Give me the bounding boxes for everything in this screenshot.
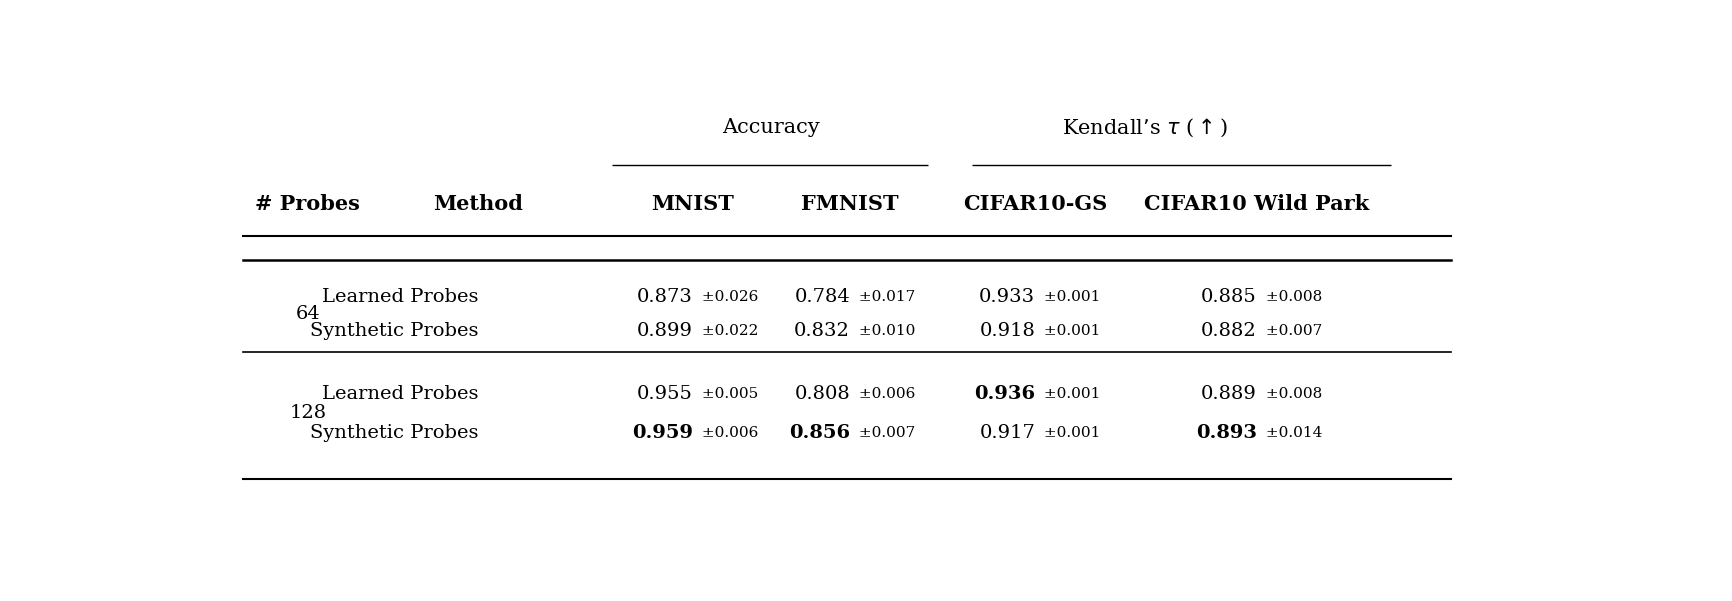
Text: ±0.001: ±0.001	[1039, 387, 1102, 401]
Text: # Probes: # Probes	[255, 194, 360, 214]
Text: ±0.001: ±0.001	[1039, 325, 1102, 338]
Text: ±0.014: ±0.014	[1261, 426, 1322, 440]
Text: Accuracy: Accuracy	[722, 118, 819, 137]
Text: 0.893: 0.893	[1195, 424, 1257, 442]
Text: ±0.026: ±0.026	[696, 290, 759, 304]
Text: 0.885: 0.885	[1200, 287, 1257, 305]
Text: MNIST: MNIST	[651, 194, 734, 214]
Text: ±0.001: ±0.001	[1039, 426, 1102, 440]
Text: 0.873: 0.873	[637, 287, 693, 305]
Text: ±0.008: ±0.008	[1261, 387, 1322, 401]
Text: Method: Method	[433, 194, 523, 214]
Text: ±0.022: ±0.022	[696, 325, 759, 338]
Text: ±0.006: ±0.006	[696, 426, 759, 440]
Text: ±0.007: ±0.007	[1261, 325, 1322, 338]
Text: 0.808: 0.808	[795, 385, 850, 403]
Text: ±0.001: ±0.001	[1039, 290, 1102, 304]
Text: 0.856: 0.856	[790, 424, 850, 442]
Text: CIFAR10 Wild Park: CIFAR10 Wild Park	[1145, 194, 1370, 214]
Text: Learned Probes: Learned Probes	[322, 287, 478, 305]
Text: Synthetic Probes: Synthetic Probes	[310, 322, 478, 340]
Text: 0.784: 0.784	[795, 287, 850, 305]
Text: 0.832: 0.832	[795, 322, 850, 340]
Text: 0.917: 0.917	[979, 424, 1036, 442]
Text: 0.899: 0.899	[637, 322, 693, 340]
Text: 0.882: 0.882	[1200, 322, 1257, 340]
Text: 0.959: 0.959	[632, 424, 693, 442]
Text: 0.918: 0.918	[979, 322, 1036, 340]
Text: ±0.010: ±0.010	[854, 325, 916, 338]
Text: Synthetic Probes: Synthetic Probes	[310, 424, 478, 442]
Text: Kendall’s $\tau$ ($\uparrow$): Kendall’s $\tau$ ($\uparrow$)	[1062, 117, 1228, 139]
Text: FMNIST: FMNIST	[802, 194, 899, 214]
Text: ±0.005: ±0.005	[696, 387, 759, 401]
Text: 0.936: 0.936	[973, 385, 1036, 403]
Text: 0.889: 0.889	[1200, 385, 1257, 403]
Text: 0.933: 0.933	[979, 287, 1036, 305]
Text: Learned Probes: Learned Probes	[322, 385, 478, 403]
Text: ±0.007: ±0.007	[854, 426, 914, 440]
Text: 0.955: 0.955	[637, 385, 693, 403]
Text: ±0.006: ±0.006	[854, 387, 916, 401]
Text: 64: 64	[296, 305, 320, 323]
Text: 128: 128	[289, 404, 326, 422]
Text: CIFAR10-GS: CIFAR10-GS	[963, 194, 1107, 214]
Text: ±0.008: ±0.008	[1261, 290, 1322, 304]
Text: ±0.017: ±0.017	[854, 290, 914, 304]
